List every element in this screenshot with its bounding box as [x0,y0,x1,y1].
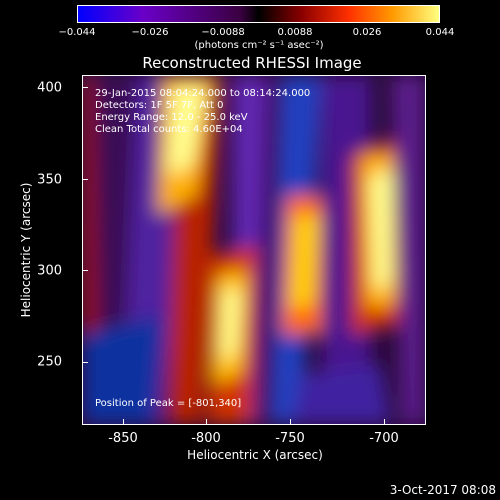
colorbar-tick-label: 0.0088 [277,27,313,38]
colorbar-units-label: (photons cm⁻² s⁻¹ asec⁻²) [194,40,324,51]
intensity-map [83,76,425,424]
y-tick-mark [82,362,88,363]
colorbar-tick-label: 0.044 [425,27,455,38]
x-tick-label: -750 [275,431,305,446]
colorbar [77,5,440,23]
x-tick-label: -800 [191,431,221,446]
generation-timestamp: 3-Oct-2017 08:08 [389,483,496,497]
time-range-text: 29-Jan-2015 08:04:24.000 to 08:14:24.000 [95,88,311,99]
y-tick-mark [82,270,88,271]
energy-range-text: Energy Range: 12.0 - 25.0 keV [95,112,248,123]
y-axis-label: Heliocentric Y (arcsec) [19,182,33,318]
y-tick-mark [82,87,88,88]
x-axis-label: Heliocentric X (arcsec) [187,448,323,462]
colorbar-tick-label: −0.0088 [201,27,245,38]
x-tick-mark [206,419,207,425]
x-tick-mark [290,419,291,425]
x-tick-label: -850 [108,431,138,446]
y-tick-label: 250 [37,354,62,370]
image-title: Reconstructed RHESSI Image [142,54,362,72]
x-tick-mark [123,419,124,425]
x-tick-label: -700 [369,431,399,446]
y-tick-label: 300 [37,263,62,279]
peak-position-text: Position of Peak = [-801,340] [95,398,242,409]
y-tick-label: 400 [37,80,62,96]
colorbar-tick-label: −0.026 [131,27,169,38]
y-tick-label: 350 [37,172,62,188]
y-tick-mark [82,179,88,180]
x-tick-mark [384,419,385,425]
colorbar-tick-label: −0.044 [58,27,96,38]
algorithm-text: Clean Total counts: 4.60E+04 [95,124,243,135]
colorbar-tick-label: 0.026 [352,27,382,38]
detectors-text: Detectors: 1F 5F 7F, Att 0 [95,100,224,111]
rhessi-image-panel: 29-Jan-2015 08:04:24.000 to 08:14:24.000… [82,75,426,425]
